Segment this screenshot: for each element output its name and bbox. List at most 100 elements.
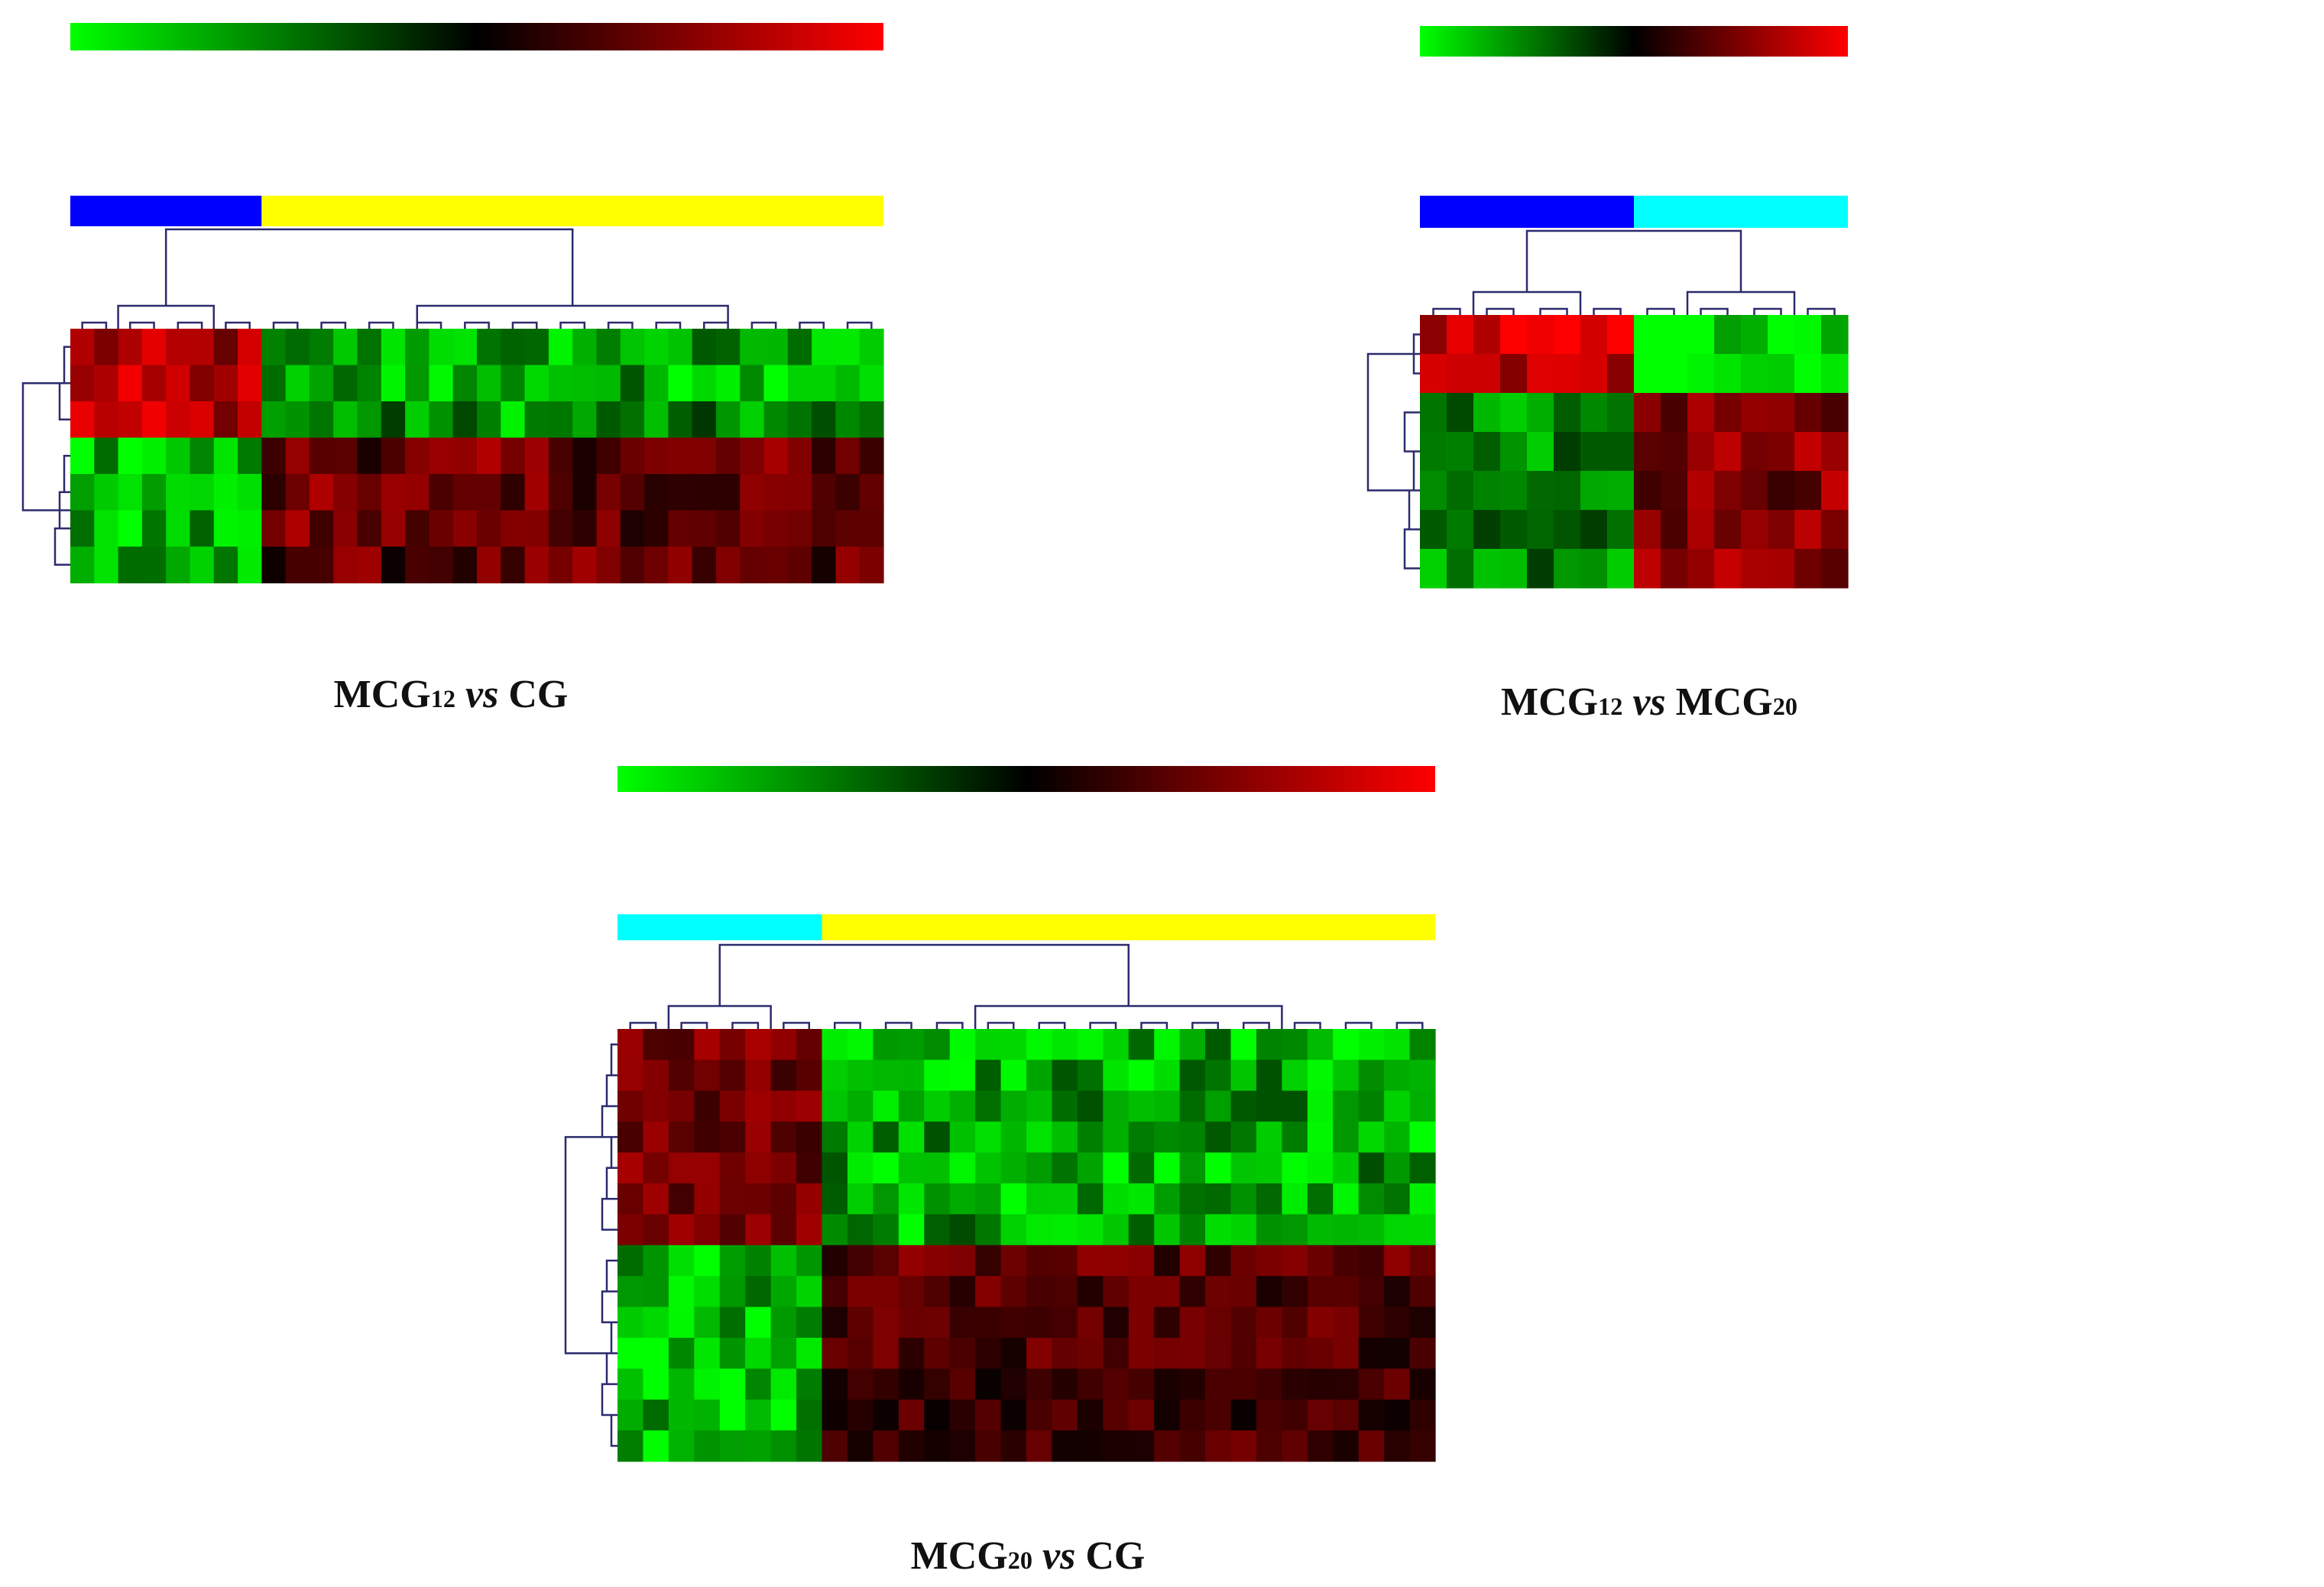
heatmap-cell xyxy=(822,1399,848,1431)
heatmap-cell xyxy=(617,1121,644,1154)
heatmap-cell xyxy=(1794,549,1822,589)
heatmap-cell xyxy=(1026,1060,1053,1092)
heatmap-cell xyxy=(548,547,573,584)
heatmap-cell xyxy=(796,1276,823,1308)
heatmap-cell xyxy=(381,510,406,547)
heatmap-cell xyxy=(357,329,382,366)
heatmap-cell xyxy=(1077,1368,1104,1400)
heatmap-cell xyxy=(745,1029,772,1060)
heatmap-cell xyxy=(1741,315,1768,355)
heatmap-cell xyxy=(381,329,406,366)
heatmap-cell xyxy=(694,1121,721,1154)
heatmap-cell xyxy=(141,547,167,584)
heatmap-cell xyxy=(1154,1029,1181,1060)
heatmap-cell xyxy=(719,1306,746,1339)
heatmap-cell xyxy=(1358,1368,1385,1400)
heatmap-cell xyxy=(1256,1306,1282,1339)
heatmap-cell xyxy=(405,547,430,584)
heatmap-cell xyxy=(1179,1152,1206,1184)
heatmap-cell xyxy=(141,401,167,439)
heatmap-cell xyxy=(1103,1060,1130,1092)
heatmap-cell xyxy=(1794,393,1822,433)
heatmap-cell xyxy=(873,1029,899,1060)
heatmap-cell xyxy=(1256,1183,1282,1215)
heatmap-cell xyxy=(949,1306,976,1339)
heatmap-cell xyxy=(524,437,549,475)
heatmap-cell xyxy=(548,474,573,511)
heatmap-cell xyxy=(796,1245,823,1277)
heatmap-cell xyxy=(1307,1029,1334,1060)
heatmap-cell xyxy=(572,401,598,439)
heatmap-cell xyxy=(238,401,262,439)
heatmap-cell xyxy=(1205,1338,1232,1369)
heatmap-cell xyxy=(1026,1368,1053,1400)
heatmap-cell xyxy=(975,1121,1002,1154)
heatmap-cell xyxy=(524,474,549,511)
heatmap-cell xyxy=(1794,315,1822,355)
heatmap-cell xyxy=(859,510,884,547)
heatmap-cell xyxy=(261,401,287,439)
heatmap-cell xyxy=(1128,1245,1155,1277)
heatmap-cell xyxy=(812,365,837,402)
heatmap-cell xyxy=(1384,1245,1411,1277)
heatmap-cell xyxy=(238,547,262,584)
heatmap-cell xyxy=(643,1368,669,1400)
heatmap-cell xyxy=(644,437,669,475)
heatmap-cell xyxy=(873,1276,899,1308)
heatmap-cell xyxy=(873,1245,899,1277)
heatmap-cell xyxy=(1128,1121,1155,1154)
color-scale-bar xyxy=(70,23,883,50)
heatmap-cell xyxy=(261,474,287,511)
heatmap-cell xyxy=(668,1060,695,1092)
heatmap-cell xyxy=(1409,1306,1436,1339)
heatmap-cell xyxy=(1384,1214,1411,1246)
heatmap-cell xyxy=(617,1090,644,1122)
heatmap-cell xyxy=(975,1060,1002,1092)
heatmap-cell xyxy=(692,365,717,402)
heatmap-cell xyxy=(1661,354,1688,394)
heatmap-cell xyxy=(1077,1430,1104,1462)
heatmap-cell xyxy=(94,365,119,402)
heatmap-cell xyxy=(524,365,549,402)
heatmap-cell xyxy=(617,1430,644,1462)
heatmap-cell xyxy=(1230,1245,1257,1277)
heatmap-cell xyxy=(787,474,812,511)
heatmap-cell xyxy=(1179,1060,1206,1092)
heatmap-cell xyxy=(1358,1399,1385,1431)
heatmap-cell xyxy=(898,1121,925,1154)
heatmap-cell xyxy=(643,1060,669,1092)
heatmap-cell xyxy=(1179,1338,1206,1369)
heatmap-cell xyxy=(190,547,215,584)
heatmap-cell xyxy=(763,474,789,511)
heatmap-cell xyxy=(692,401,717,439)
heatmap-cell xyxy=(1384,1060,1411,1092)
heatmap-cell xyxy=(617,1214,644,1246)
heatmap-cell xyxy=(924,1276,951,1308)
panel-title-part: 12 xyxy=(1598,693,1622,720)
heatmap-cell xyxy=(770,1399,797,1431)
heatmap-cell xyxy=(1500,354,1528,394)
heatmap-cell xyxy=(1154,1306,1181,1339)
heatmap-cell xyxy=(1052,1090,1078,1122)
heatmap-cell xyxy=(787,401,812,439)
heatmap-cell xyxy=(1230,1214,1257,1246)
heatmap-cell xyxy=(694,1399,721,1431)
heatmap-cell xyxy=(745,1183,772,1215)
heatmap-cell xyxy=(617,1183,644,1215)
heatmap-cell xyxy=(763,329,789,366)
heatmap-cell xyxy=(1500,315,1528,355)
color-scale-bar xyxy=(617,766,1435,792)
heatmap-cell xyxy=(745,1338,772,1369)
heatmap-cell xyxy=(1307,1214,1334,1246)
group-color-bar xyxy=(1634,196,1848,228)
heatmap-cell xyxy=(1714,354,1742,394)
heatmap-cell xyxy=(1307,1430,1334,1462)
heatmap-cell xyxy=(796,1338,823,1369)
heatmap-cell xyxy=(572,510,598,547)
heatmap-cell xyxy=(1077,1306,1104,1339)
heatmap-cell xyxy=(1409,1245,1436,1277)
heatmap-cell xyxy=(898,1183,925,1215)
heatmap-cell xyxy=(668,1214,695,1246)
heatmap-cell xyxy=(1661,510,1688,550)
heatmap-cell xyxy=(770,1152,797,1184)
